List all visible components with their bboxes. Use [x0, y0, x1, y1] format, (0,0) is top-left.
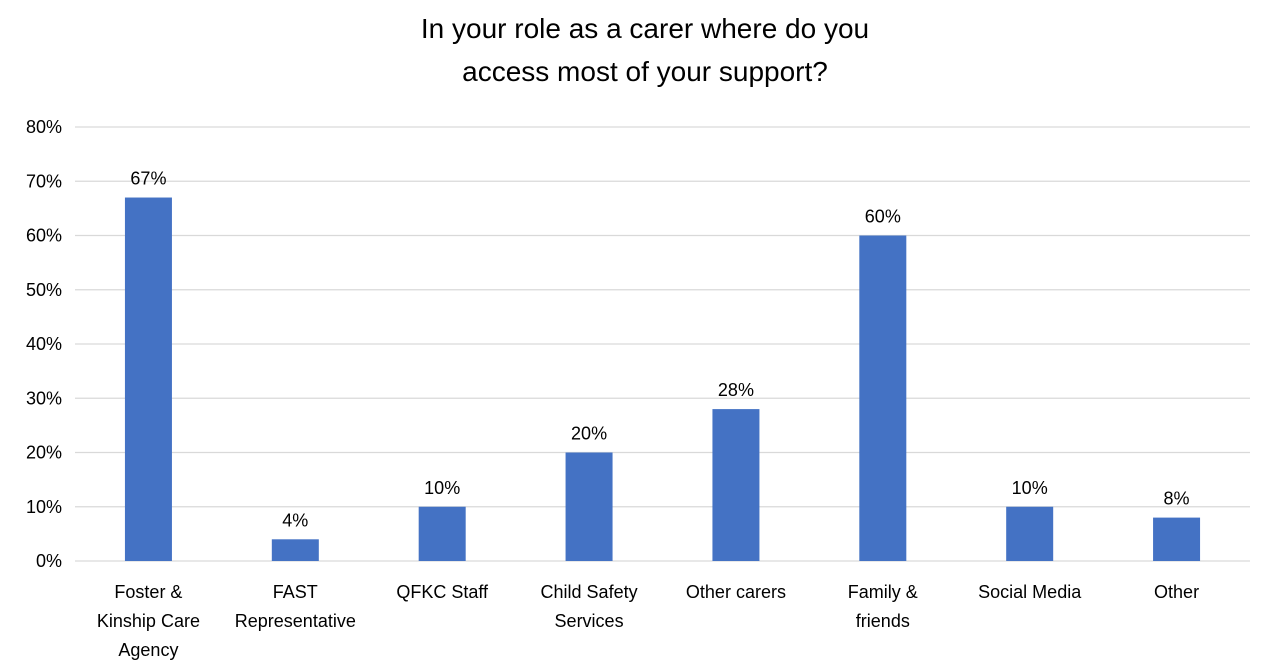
chart-title-line-1: In your role as a carer where do you: [421, 13, 869, 44]
data-label: 10%: [1012, 478, 1048, 498]
category-label: Social Media: [978, 582, 1082, 602]
category-label: FAST Representative: [235, 582, 356, 631]
bar: [1006, 506, 1054, 561]
bar: [418, 506, 466, 561]
y-axis-ticks: 0% 10% 20% 30% 40% 50% 60% 70% 80%: [26, 117, 62, 571]
y-tick-label: 70%: [26, 171, 62, 191]
y-tick-label: 0%: [36, 551, 62, 571]
data-label: 60%: [865, 207, 901, 227]
y-tick-label: 20%: [26, 443, 62, 463]
chart-title-line-2: access most of your support?: [462, 56, 828, 87]
data-label: 8%: [1164, 489, 1190, 509]
category-label: Child Safety Services: [541, 582, 638, 631]
y-tick-label: 10%: [26, 497, 62, 517]
data-label: 10%: [424, 478, 460, 498]
y-tick-label: 30%: [26, 388, 62, 408]
category-label: Family & friends: [848, 582, 918, 631]
gridlines: [75, 126, 1250, 562]
bar: [1153, 517, 1201, 561]
x-axis-categories: Foster & Kinship Care Agency FAST Representa…: [97, 582, 1199, 660]
y-tick-label: 60%: [26, 226, 62, 246]
category-label: Foster & Kinship Care Agency: [97, 582, 200, 660]
data-label: 28%: [718, 380, 754, 400]
data-label: 67%: [130, 169, 166, 189]
bar: [712, 409, 760, 561]
bar: [124, 197, 172, 561]
bar: [565, 452, 613, 561]
y-tick-label: 80%: [26, 117, 62, 137]
bars: [124, 197, 1201, 561]
bar: [271, 539, 319, 561]
bar: [859, 235, 907, 561]
category-label: QFKC Staff: [396, 582, 489, 602]
data-label: 20%: [571, 424, 607, 444]
y-tick-label: 50%: [26, 280, 62, 300]
category-label: Other: [1154, 582, 1199, 602]
y-tick-label: 40%: [26, 334, 62, 354]
data-labels: 67% 4% 10% 20% 28% 60% 10% 8%: [130, 169, 1189, 531]
category-label: Other carers: [686, 582, 786, 602]
data-label: 4%: [282, 510, 308, 530]
